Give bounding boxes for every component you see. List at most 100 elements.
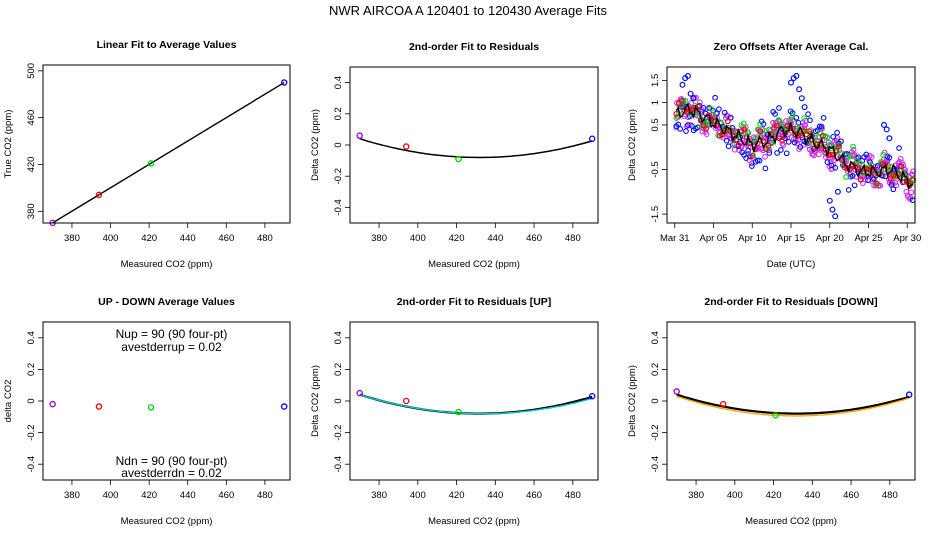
- y-tick-label: 1.5: [650, 74, 661, 87]
- data-point: [588, 135, 596, 143]
- offset-point: [724, 113, 731, 120]
- plot-area: [49, 79, 288, 227]
- y-axis-label: Delta CO2 (ppm): [627, 365, 638, 437]
- x-tick-label: 400: [410, 490, 426, 501]
- x-tick-label: 460: [843, 490, 859, 501]
- offset-point: [752, 135, 759, 142]
- offset-point: [883, 126, 890, 133]
- offset-point: [863, 151, 870, 158]
- y-tick-label: 0: [333, 142, 344, 147]
- panel-linear: Linear Fit to Average Values Measured CO2…: [3, 39, 291, 270]
- offset-point: [883, 154, 890, 161]
- x-tick-label: 480: [882, 490, 898, 501]
- offset-point: [834, 188, 841, 195]
- y-axis-label: Delta CO2 (ppm): [310, 109, 321, 181]
- x-tick-label: 480: [565, 490, 581, 501]
- offset-point: [865, 177, 871, 184]
- offset-point: [678, 97, 685, 104]
- offset-point: [843, 174, 849, 180]
- offset-point: [885, 167, 891, 174]
- x-tick-label: 460: [218, 233, 234, 244]
- offset-point: [824, 159, 831, 165]
- x-axis-label: Date (UTC): [767, 259, 816, 270]
- x-tick-label: 400: [103, 233, 119, 244]
- offset-point: [687, 90, 694, 97]
- y-tick-label: -0.2: [333, 168, 344, 184]
- x-axis-label: Measured CO2 (ppm): [428, 516, 520, 527]
- offset-point: [762, 165, 769, 172]
- fit-curve: [676, 393, 910, 415]
- offset-point: [794, 123, 801, 130]
- x-tick-label: Apr 05: [700, 233, 728, 244]
- data-point: [772, 411, 779, 419]
- x-tick-label: 480: [257, 490, 273, 501]
- offset-point: [826, 197, 833, 204]
- offset-point: [901, 179, 908, 185]
- offset-point: [868, 154, 875, 160]
- plot-frame: [349, 66, 599, 224]
- offset-point: [749, 163, 755, 169]
- data-point: [455, 408, 462, 416]
- y-tick-label: -0.2: [26, 424, 37, 440]
- offset-point: [787, 79, 794, 86]
- offset-point: [829, 206, 836, 213]
- offset-point: [679, 81, 686, 88]
- y-axis-label: Delta CO2 (ppm): [310, 365, 321, 437]
- y-tick-label: 500: [26, 63, 37, 79]
- x-tick-label: 420: [766, 490, 782, 501]
- offset-point: [755, 145, 761, 152]
- y-tick-label: 0: [650, 398, 661, 403]
- x-tick-label: 380: [64, 490, 80, 501]
- offset-point: [845, 187, 852, 193]
- data-point: [356, 389, 363, 397]
- offset-point: [677, 126, 684, 132]
- x-tick-label: Apr 10: [738, 233, 766, 244]
- offset-point: [700, 122, 707, 129]
- offset-point: [725, 143, 732, 150]
- offset-point: [879, 161, 886, 168]
- offset-point: [850, 143, 856, 150]
- offset-point: [783, 150, 790, 157]
- offset-point: [741, 126, 747, 133]
- offset-point: [890, 186, 897, 193]
- offset-point: [797, 144, 804, 150]
- offset-point: [774, 150, 780, 156]
- x-tick-label: 420: [141, 233, 157, 244]
- y-axis-label: Delta CO2 (ppm): [627, 109, 638, 181]
- offset-point: [683, 128, 689, 134]
- x-tick-label: 440: [487, 490, 503, 501]
- offset-point: [886, 154, 893, 161]
- offset-point: [760, 121, 767, 127]
- y-tick-label: -0.2: [333, 424, 344, 440]
- data-point: [719, 400, 727, 408]
- offset-point: [801, 104, 808, 111]
- offset-point: [832, 164, 839, 171]
- data-point: [588, 393, 596, 400]
- x-tick-label: Apr 25: [855, 233, 883, 244]
- offset-point: [822, 146, 829, 153]
- offset-point: [820, 115, 827, 121]
- y-tick-label: -0.4: [26, 456, 37, 472]
- x-tick-label: 460: [526, 490, 542, 501]
- offset-point: [805, 111, 811, 117]
- x-tick-label: Apr 20: [816, 233, 844, 244]
- offset-point: [890, 172, 897, 179]
- plot-area: [673, 388, 913, 419]
- offset-point: [716, 106, 722, 112]
- data-point: [402, 143, 410, 150]
- offset-point: [897, 176, 903, 182]
- y-tick-label: 0: [333, 398, 344, 403]
- offset-point: [772, 111, 778, 117]
- offset-point: [688, 123, 695, 129]
- offset-point: [832, 213, 839, 220]
- data-point: [95, 191, 103, 199]
- x-tick-label: 400: [410, 233, 426, 244]
- panel-title: Zero Offsets After Average Cal.: [714, 41, 869, 53]
- panel-residuals_up: 2nd-order Fit to Residuals [UP] Measured …: [310, 296, 599, 527]
- fit-line: [52, 81, 285, 224]
- data-point: [280, 79, 288, 86]
- offset-point: [697, 99, 703, 106]
- offset-point: [712, 94, 718, 101]
- x-axis-label: Measured CO2 (ppm): [121, 516, 213, 527]
- y-tick-label: 0.2: [26, 363, 37, 376]
